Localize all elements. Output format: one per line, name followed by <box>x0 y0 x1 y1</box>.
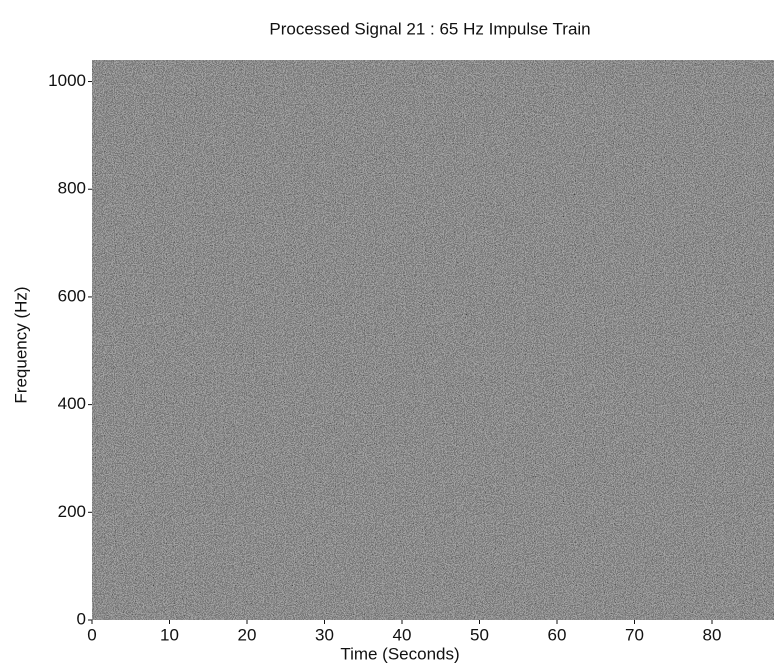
x-tick-label: 70 <box>625 625 644 644</box>
y-tick-label: 0 <box>77 609 86 628</box>
y-tick-label: 1000 <box>48 71 86 90</box>
chart-title: Processed Signal 21 : 65 Hz Impulse Trai… <box>269 19 590 38</box>
x-tick-label: 20 <box>238 625 257 644</box>
x-tick-label: 50 <box>470 625 489 644</box>
x-tick-label: 30 <box>315 625 334 644</box>
y-tick-label: 800 <box>58 179 86 198</box>
y-tick-label: 600 <box>58 286 86 305</box>
x-tick-label: 60 <box>548 625 567 644</box>
x-tick-label: 10 <box>160 625 179 644</box>
y-tick-label: 400 <box>58 394 86 413</box>
y-axis-label: Frequency (Hz) <box>11 286 30 403</box>
x-tick-label: 80 <box>703 625 722 644</box>
x-tick-label: 40 <box>393 625 412 644</box>
spectrogram-texture <box>92 60 774 620</box>
x-axis-label: Time (Seconds) <box>340 644 459 663</box>
y-tick-label: 200 <box>58 502 86 521</box>
x-tick-label: 0 <box>87 625 96 644</box>
